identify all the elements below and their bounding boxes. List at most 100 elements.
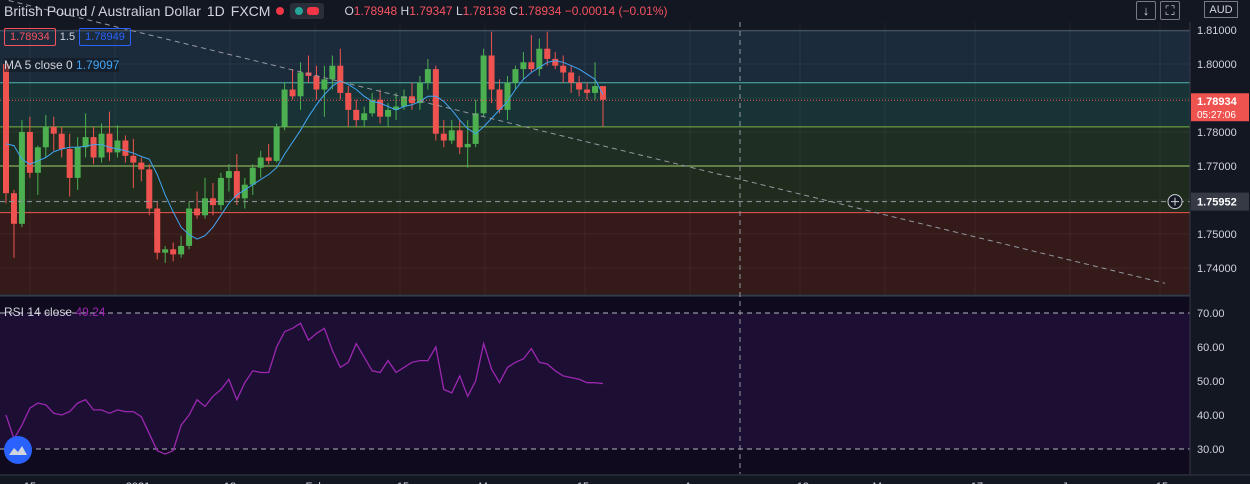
candle — [162, 245, 169, 263]
candle-body — [488, 55, 495, 90]
candle — [361, 106, 368, 127]
candle-body — [528, 62, 535, 70]
crosshair-plus-icon — [1167, 194, 1183, 210]
ma-legend[interactable]: MA 5 close 0 1.79097 — [4, 58, 120, 72]
candle — [249, 164, 256, 195]
candle-body — [568, 72, 575, 83]
candle — [225, 164, 232, 192]
candle — [488, 31, 495, 104]
time-tick-label: 15 — [1156, 481, 1168, 484]
candle-body — [592, 86, 599, 93]
time-tick-label: 15 — [397, 481, 409, 484]
candle — [146, 164, 153, 216]
candle-body — [74, 147, 81, 178]
candle-body — [297, 72, 304, 97]
rsi-line — [5, 322, 604, 455]
last-price-marker — [1191, 93, 1249, 122]
candle — [178, 235, 185, 258]
buy-price-button[interactable]: 1.78949 — [79, 28, 131, 46]
candle — [528, 35, 535, 73]
candle — [496, 79, 503, 114]
change-value: −0.00014 (−0.01%) — [564, 4, 668, 18]
candle — [66, 133, 73, 197]
candle — [345, 86, 352, 127]
rsi-tick-label: 40.00 — [1197, 410, 1225, 422]
rsi-legend[interactable]: RSI 14 close 49.24 — [4, 305, 105, 319]
candle-body — [289, 89, 296, 97]
candle — [369, 92, 376, 117]
candle — [544, 31, 551, 66]
candle — [584, 82, 591, 100]
candle — [297, 62, 304, 110]
time-tick-label: 2021 — [126, 481, 150, 484]
crosshair-price-marker — [1191, 192, 1249, 211]
data-status-pill[interactable] — [290, 3, 325, 19]
time-tick-label: 18 — [224, 481, 236, 484]
sell-price-button[interactable]: 1.78934 — [4, 28, 56, 46]
candle-body — [273, 126, 280, 161]
candle-body — [106, 133, 113, 153]
candle-body — [560, 65, 567, 73]
candle-body — [393, 106, 400, 110]
candle — [504, 75, 511, 121]
candle-body — [58, 133, 65, 149]
candle-body — [162, 249, 169, 253]
rsi-value: 49.24 — [75, 305, 106, 319]
candle — [273, 123, 280, 163]
candle-body — [600, 86, 606, 100]
candle — [408, 82, 415, 110]
tradingview-logo-icon[interactable] — [4, 436, 32, 464]
rsi-tick-label: 60.00 — [1197, 342, 1225, 354]
time-tick-label: Jun — [1062, 481, 1080, 484]
candle-body — [26, 132, 33, 173]
candle-body — [385, 109, 392, 117]
price-tick-label: 1.81000 — [1197, 25, 1237, 37]
fib-zone — [0, 212, 1190, 294]
arrow-down-icon[interactable]: ↓ — [1136, 1, 1156, 20]
price-tick-label: 1.80000 — [1197, 59, 1237, 71]
candle-body — [416, 82, 423, 104]
candle — [114, 125, 121, 158]
candle — [377, 89, 384, 124]
rsi-band-fill — [0, 313, 1190, 449]
candle — [106, 111, 113, 161]
candle-body — [432, 69, 439, 134]
fullscreen-icon[interactable]: ⛶ — [1160, 1, 1180, 20]
candle — [130, 138, 137, 189]
candle-body — [329, 65, 336, 80]
candle-body — [50, 126, 57, 134]
symbol-name[interactable]: British Pound / Australian Dollar — [4, 3, 201, 19]
high-value: 1.79347 — [409, 4, 453, 18]
candle-body — [233, 171, 240, 199]
candle-body — [217, 177, 224, 206]
currency-button[interactable]: AUD — [1204, 1, 1238, 18]
candle-body — [3, 64, 9, 194]
candle-body — [552, 58, 559, 66]
price-axis[interactable]: 1.740001.750001.760001.770001.780001.790… — [1189, 0, 1250, 484]
candle-body — [265, 157, 272, 161]
candle-body — [456, 130, 463, 148]
candle-body — [170, 249, 177, 255]
candle — [393, 92, 400, 121]
exchange-label[interactable]: FXCM — [230, 3, 271, 19]
candle — [289, 69, 296, 100]
candle — [448, 120, 455, 144]
rsi-tick-label: 70.00 — [1197, 308, 1225, 320]
candle-body — [114, 140, 121, 153]
open-label: O — [344, 4, 354, 18]
last-price-label: 1.78934 — [1197, 96, 1238, 108]
market-status-icon — [276, 7, 285, 15]
high-label: H — [400, 4, 410, 18]
delay-icon — [307, 7, 320, 15]
time-axis[interactable]: 15 2021 18 Feb 15 Mar 15 Apr 19 May 17 Jun 15 — [0, 474, 1250, 484]
candle-body — [353, 109, 360, 121]
interval-label[interactable]: 1D — [206, 3, 225, 19]
symbol-header: British Pound / Australian Dollar 1D FXC… — [4, 2, 668, 20]
candle-body — [130, 155, 137, 163]
candle — [170, 242, 177, 262]
open-value: 1.78948 — [353, 4, 398, 18]
countdown-label: 05:27:06 — [1197, 110, 1236, 121]
time-tick-label: 15 — [24, 481, 36, 484]
candle-body — [464, 143, 471, 148]
